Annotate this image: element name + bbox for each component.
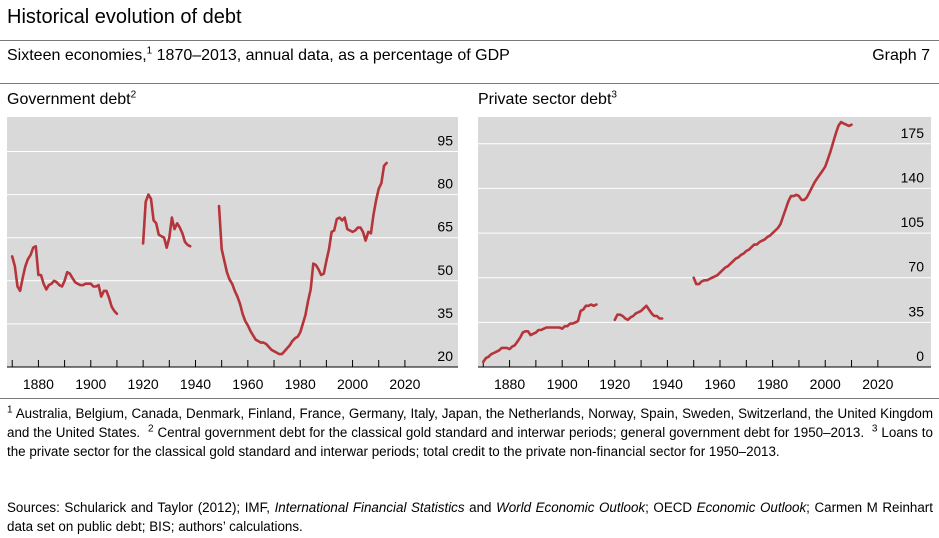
left-x-tick-label-1980: 1980: [285, 376, 316, 392]
footnote-2-marker: 2: [148, 423, 154, 435]
left-x-tick-label-1920: 1920: [128, 376, 159, 392]
right-y-tick-label-70: 70: [908, 259, 924, 275]
left-x-tick-label-1900: 1900: [75, 376, 106, 392]
left-y-tick-label-80: 80: [437, 176, 453, 192]
right-y-tick-label-0: 0: [916, 348, 924, 364]
chart-bottom-divider: [0, 398, 939, 399]
left-x-tick-label-2020: 2020: [389, 376, 420, 392]
right-panel-title-text: Private sector debt: [478, 91, 612, 108]
right-series-line-segment-3: [692, 120, 853, 286]
left-y-tick-label-50: 50: [437, 262, 453, 278]
left-panel-title: Government debt2: [7, 89, 137, 109]
left-y-tick-label-65: 65: [437, 219, 453, 235]
right-x-tick-label-1940: 1940: [652, 376, 683, 392]
right-x-tick-label-1960: 1960: [704, 376, 735, 392]
right-y-tick-label-105: 105: [901, 214, 925, 230]
sources-part-a: Sources: Schularick and Taylor (2012); I…: [7, 500, 275, 515]
left-x-tick-label-1940: 1940: [180, 376, 211, 392]
right-panel-title: Private sector debt3: [478, 89, 617, 109]
left-x-tick-label-1960: 1960: [232, 376, 263, 392]
left-x-tick-label-2000: 2000: [337, 376, 368, 392]
left-y-tick-label-20: 20: [437, 348, 453, 364]
sources-oecd-outlook: Economic Outlook: [696, 500, 807, 515]
right-x-tick-label-2020: 2020: [862, 376, 893, 392]
subtitle-divider: [0, 83, 939, 84]
chart-subtitle: Sixteen economies,1 1870–2013, annual da…: [7, 45, 510, 65]
right-x-tick-label-1920: 1920: [599, 376, 630, 392]
sources-part-e: ; OECD: [645, 500, 697, 515]
debt-charts: 20 35 50 65 80 95 1880 1900 1920 1940 1960 1980 2000…: [7, 117, 931, 392]
right-x-tick-label-1980: 1980: [757, 376, 788, 392]
right-plot-background: [478, 117, 931, 367]
left-series-line-segment-3: [217, 161, 388, 356]
right-x-tick-label-1880: 1880: [494, 376, 525, 392]
left-series-line-segment-1: [10, 245, 119, 316]
subtitle-footnote-ref: 1: [146, 45, 153, 57]
sources-ifs: International Financial Statistics: [274, 500, 465, 515]
graph-number: Graph 7: [872, 47, 930, 64]
sources-part-c: and: [464, 500, 497, 515]
footnotes: 1 Australia, Belgium, Canada, Denmark, F…: [7, 404, 933, 461]
left-y-tick-label-35: 35: [437, 305, 453, 321]
left-plot-background: [7, 117, 458, 367]
right-series-line-segment-2: [613, 304, 664, 322]
sources-weo: World Economic Outlook: [496, 500, 646, 515]
subtitle-prefix: Sixteen economies,: [7, 47, 147, 64]
right-series-line-segment-1: [481, 303, 598, 364]
right-x-tick-label-2000: 2000: [810, 376, 841, 392]
top-divider: [0, 40, 939, 41]
left-panel-title-text: Government debt: [7, 91, 131, 108]
left-x-tick-label-1880: 1880: [23, 376, 54, 392]
footnote-3-text: Loans to the private sector for the clas…: [7, 425, 933, 459]
sources-note: Sources: Schularick and Taylor (2012); I…: [7, 498, 933, 536]
footnote-1-marker: 1: [7, 404, 13, 416]
left-y-tick-label-95: 95: [437, 132, 453, 148]
left-series-line-segment-2: [141, 193, 192, 249]
left-panel-footnote-ref: 2: [130, 89, 137, 101]
subtitle-suffix: 1870–2013, annual data, as a percentage …: [152, 47, 510, 64]
footnote-2-text: Central government debt for the classica…: [153, 425, 865, 440]
right-y-tick-label-175: 175: [901, 125, 925, 141]
right-panel-footnote-ref: 3: [611, 89, 617, 101]
chart-title: Historical evolution of debt: [7, 6, 242, 28]
footnote-1-text: Australia, Belgium, Canada, Denmark, Fin…: [7, 406, 933, 440]
right-x-tick-label-1900: 1900: [547, 376, 578, 392]
right-y-tick-label-35: 35: [908, 303, 924, 319]
right-y-tick-label-140: 140: [901, 169, 925, 185]
footnote-3-marker: 3: [871, 423, 878, 435]
sources-part-g: ; Carmen M Reinhart data set on public d…: [7, 500, 933, 534]
